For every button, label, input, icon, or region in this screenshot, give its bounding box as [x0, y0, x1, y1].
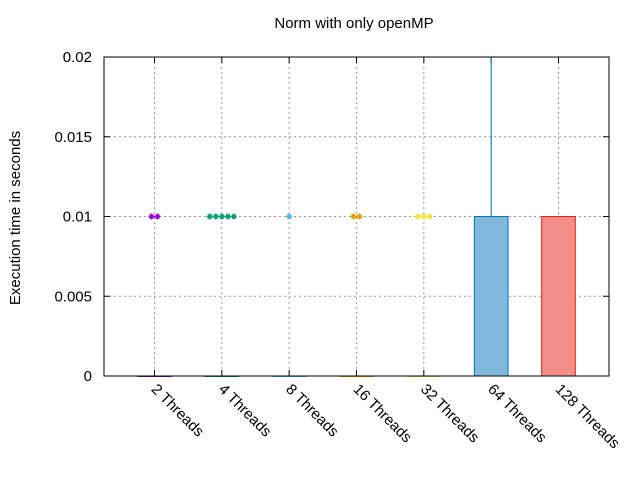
- bar: [473, 216, 509, 377]
- point-stroke: [148, 213, 155, 220]
- point: [206, 213, 213, 220]
- point-stroke: [350, 213, 357, 220]
- point: [414, 213, 421, 220]
- x-tick-label: 4 Threads: [215, 381, 275, 441]
- y-tick-label: 0.01: [63, 209, 92, 226]
- y-tick-label: 0.02: [63, 49, 92, 66]
- point: [420, 213, 427, 220]
- x-tick-label: 8 Threads: [282, 381, 342, 441]
- y-tick-label: 0.005: [54, 288, 92, 305]
- point-stroke: [356, 213, 363, 220]
- plot-frame: [103, 56, 610, 377]
- point-stroke: [421, 213, 427, 220]
- x-tick-label: 128 Threads: [552, 381, 623, 452]
- x-tick-label: 16 Threads: [350, 381, 415, 446]
- point: [154, 213, 161, 220]
- point: [286, 213, 293, 220]
- y-tick-label: 0.015: [54, 129, 92, 146]
- point-stroke: [231, 213, 237, 220]
- point-stroke: [415, 213, 421, 220]
- chart-title: Norm with only openMP: [274, 15, 433, 32]
- point-stroke: [225, 213, 231, 220]
- x-tick-label: 64 Threads: [484, 381, 549, 446]
- point-stroke: [219, 213, 225, 220]
- point: [230, 213, 237, 220]
- point: [212, 213, 219, 220]
- point: [356, 213, 363, 220]
- point-stroke: [207, 213, 213, 220]
- point: [148, 213, 155, 220]
- x-tick-label: 2 Threads: [148, 381, 208, 441]
- x-tick-label: 32 Threads: [417, 381, 482, 446]
- point: [426, 213, 433, 220]
- point: [224, 213, 231, 220]
- y-axis-label: Execution time in seconds: [7, 131, 24, 305]
- point-stroke: [154, 213, 161, 220]
- point: [218, 213, 225, 220]
- point-stroke: [286, 213, 292, 220]
- point-stroke: [427, 213, 433, 220]
- point: [350, 213, 357, 220]
- bar: [541, 216, 576, 377]
- y-tick-label: 0: [84, 368, 92, 385]
- point-stroke: [213, 213, 219, 220]
